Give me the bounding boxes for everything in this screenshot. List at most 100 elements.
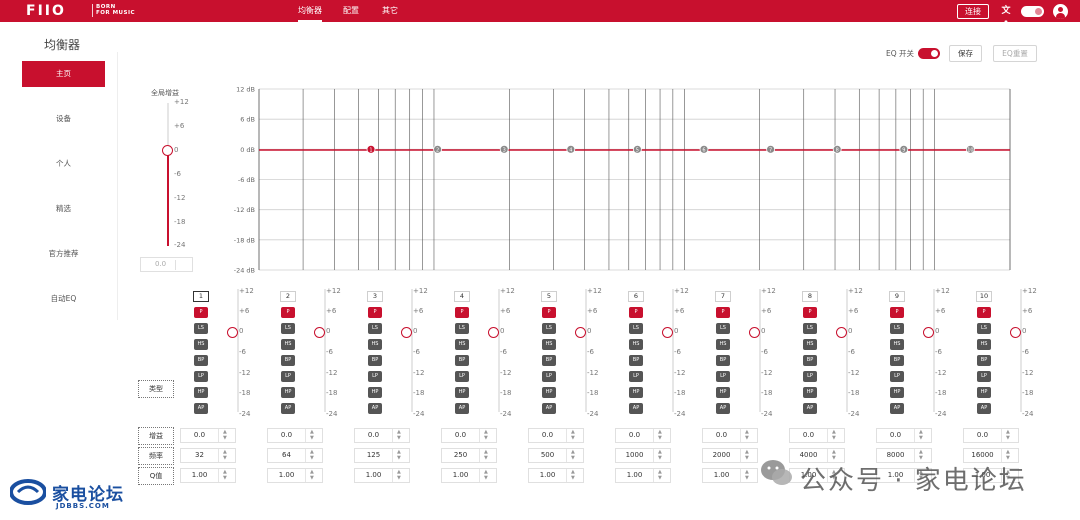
stepper-down-icon[interactable]: ▼ (397, 435, 401, 441)
stepper-down-icon[interactable]: ▼ (310, 435, 314, 441)
stepper-up-icon[interactable]: ▲ (658, 429, 662, 435)
band-number[interactable]: 3 (367, 291, 383, 302)
band-type-button-p[interactable]: P (977, 307, 991, 318)
band-freq-input[interactable]: 125 ▲ ▼ (354, 448, 410, 463)
sidebar-item-personal[interactable]: 个人 (56, 159, 71, 168)
band-type-button-ls[interactable]: LS (890, 323, 904, 334)
save-button[interactable]: 保存 (949, 45, 982, 62)
band-number[interactable]: 4 (454, 291, 470, 302)
band-type-button-lp[interactable]: LP (194, 371, 208, 382)
stepper-down-icon[interactable]: ▼ (658, 475, 662, 481)
band-gain-track[interactable] (498, 289, 500, 412)
band-type-button-p[interactable]: P (542, 307, 556, 318)
band-type-button-bp[interactable]: BP (194, 355, 208, 366)
band-number[interactable]: 9 (889, 291, 905, 302)
band-gain-knob[interactable] (749, 327, 760, 338)
stepper-up-icon[interactable]: ▲ (919, 449, 923, 455)
band-type-button-p[interactable]: P (368, 307, 382, 318)
band-gain-knob[interactable] (488, 327, 499, 338)
band-type-button-lp[interactable]: LP (716, 371, 730, 382)
band-gain-knob[interactable] (575, 327, 586, 338)
stepper-up-icon[interactable]: ▲ (223, 469, 227, 475)
sidebar-item-device[interactable]: 设备 (56, 114, 71, 123)
global-gain-knob[interactable] (162, 145, 173, 156)
stepper-down-icon[interactable]: ▼ (919, 435, 923, 441)
band-type-button-hs[interactable]: HS (281, 339, 295, 350)
stepper-down-icon[interactable]: ▼ (484, 435, 488, 441)
stepper-down-icon[interactable]: ▼ (397, 475, 401, 481)
band-freq-input[interactable]: 250 ▲ ▼ (441, 448, 497, 463)
band-number[interactable]: 8 (802, 291, 818, 302)
band-q-input[interactable]: 1.00 ▲ ▼ (354, 468, 410, 483)
stepper-down-icon[interactable]: ▼ (571, 435, 575, 441)
band-number[interactable]: 10 (976, 291, 992, 302)
stepper-up-icon[interactable]: ▲ (223, 429, 227, 435)
band-type-button-ap[interactable]: AP (890, 403, 904, 414)
stepper-down-icon[interactable]: ▼ (832, 475, 836, 481)
stepper-down-icon[interactable]: ▼ (484, 455, 488, 461)
stepper-up-icon[interactable]: ▲ (397, 449, 401, 455)
band-gain-input[interactable]: 0.0 ▲ ▼ (267, 428, 323, 443)
band-type-button-bp[interactable]: BP (368, 355, 382, 366)
stepper-down-icon[interactable]: ▼ (571, 475, 575, 481)
stepper-up-icon[interactable]: ▲ (1006, 429, 1010, 435)
stepper-up-icon[interactable]: ▲ (484, 469, 488, 475)
band-type-button-ls[interactable]: LS (803, 323, 817, 334)
band-type-button-p[interactable]: P (803, 307, 817, 318)
band-type-button-lp[interactable]: LP (455, 371, 469, 382)
band-gain-knob[interactable] (923, 327, 934, 338)
eq-switch-toggle[interactable] (918, 48, 940, 59)
band-freq-input[interactable]: 16000 ▲ ▼ (963, 448, 1019, 463)
band-type-button-p[interactable]: P (890, 307, 904, 318)
band-gain-track[interactable] (585, 289, 587, 412)
band-type-button-bp[interactable]: BP (977, 355, 991, 366)
band-type-button-hs[interactable]: HS (629, 339, 643, 350)
band-type-button-bp[interactable]: BP (890, 355, 904, 366)
band-type-button-ls[interactable]: LS (716, 323, 730, 334)
stepper-down-icon[interactable]: ▼ (310, 475, 314, 481)
band-type-button-hp[interactable]: HP (281, 387, 295, 398)
stepper-down-icon[interactable]: ▼ (484, 475, 488, 481)
stepper-down-icon[interactable]: ▼ (658, 435, 662, 441)
band-number[interactable]: 2 (280, 291, 296, 302)
band-q-input[interactable]: 1.00 ▲ ▼ (789, 468, 845, 483)
stepper-up-icon[interactable]: ▲ (484, 449, 488, 455)
band-type-button-ap[interactable]: AP (629, 403, 643, 414)
band-type-button-hp[interactable]: HP (542, 387, 556, 398)
band-type-button-hp[interactable]: HP (716, 387, 730, 398)
band-type-button-ap[interactable]: AP (977, 403, 991, 414)
band-type-button-hp[interactable]: HP (977, 387, 991, 398)
band-type-button-hp[interactable]: HP (368, 387, 382, 398)
band-type-button-lp[interactable]: LP (977, 371, 991, 382)
sidebar-item-featured[interactable]: 精选 (56, 204, 71, 213)
band-type-button-hp[interactable]: HP (629, 387, 643, 398)
band-gain-input[interactable]: 0.0 ▲ ▼ (789, 428, 845, 443)
band-type-button-bp[interactable]: BP (629, 355, 643, 366)
stepper-up-icon[interactable]: ▲ (919, 429, 923, 435)
band-type-button-ap[interactable]: AP (281, 403, 295, 414)
band-type-button-hs[interactable]: HS (716, 339, 730, 350)
band-gain-input[interactable]: 0.0 ▲ ▼ (615, 428, 671, 443)
band-freq-input[interactable]: 500 ▲ ▼ (528, 448, 584, 463)
stepper-down-icon[interactable]: ▼ (919, 475, 923, 481)
band-type-button-p[interactable]: P (455, 307, 469, 318)
stepper-down-icon[interactable]: ▼ (658, 455, 662, 461)
sidebar-item-auto-eq[interactable]: 自动EQ (50, 294, 77, 303)
band-number[interactable]: 6 (628, 291, 644, 302)
eq-reset-button[interactable]: EQ重置 (993, 45, 1037, 62)
stepper-down-icon[interactable]: ▼ (223, 455, 227, 461)
band-type-button-p[interactable]: P (716, 307, 730, 318)
stepper-down-icon[interactable]: ▼ (310, 455, 314, 461)
band-type-button-hs[interactable]: HS (194, 339, 208, 350)
band-q-input[interactable]: 1.00 ▲ ▼ (876, 468, 932, 483)
band-type-button-lp[interactable]: LP (368, 371, 382, 382)
stepper-up-icon[interactable]: ▲ (397, 469, 401, 475)
band-gain-track[interactable] (672, 289, 674, 412)
band-gain-knob[interactable] (1010, 327, 1021, 338)
band-type-button-hs[interactable]: HS (368, 339, 382, 350)
band-type-button-ls[interactable]: LS (542, 323, 556, 334)
stepper-up-icon[interactable]: ▲ (832, 429, 836, 435)
stepper-down-icon[interactable]: ▼ (832, 435, 836, 441)
band-type-button-hs[interactable]: HS (542, 339, 556, 350)
band-type-button-lp[interactable]: LP (890, 371, 904, 382)
